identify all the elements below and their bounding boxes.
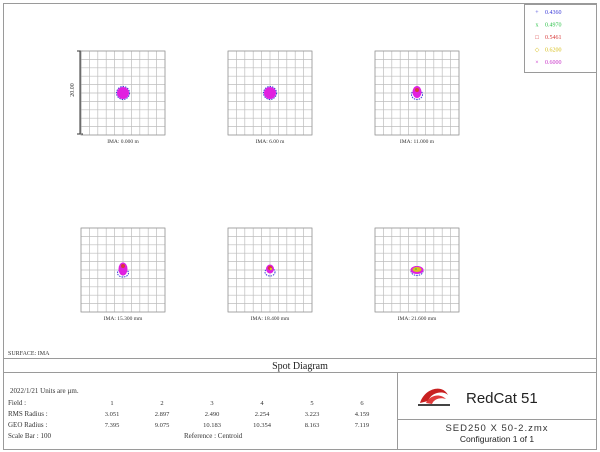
spot-blob [117,87,129,99]
spot-plot: IMA: 0.000 m [80,50,166,145]
legend-label: 0.6000 [545,60,562,66]
legend-box [524,4,597,73]
reference-text: Reference : Centroid [184,432,243,440]
spot-plot: IMA: 15.300 mm [80,227,166,322]
legend-label: 0.5461 [545,35,562,41]
spot-core [415,268,417,270]
spot-frame [80,227,166,313]
footer-title: Spot Diagram [272,361,328,372]
spot-blob [118,262,128,276]
spot-ring [117,268,129,278]
spot-frame [374,50,460,136]
geo-value: 7.119 [355,422,369,429]
spot-ima-label: IMA: 18.400 mm [251,316,290,322]
spot-frame [227,50,313,136]
brand-name: RedCat 51 [466,390,538,407]
spot-ring [411,89,423,100]
spot-frame [227,227,313,313]
field-number: 3 [210,400,213,407]
rms-value: 3.223 [305,411,320,418]
field-number: 2 [160,400,163,407]
spot-core [121,264,125,268]
rms-value: 4.159 [355,411,370,418]
legend: +0.4360 x 0.4970 □ 0.5461 ◇ 0.6200 × 0.6000 [524,4,597,73]
spot-ima-label: IMA: 21.600 mm [398,316,437,322]
legend-symbol: ◇ [535,48,540,54]
spot-frame [80,50,166,136]
rms-value: 2.490 [205,411,220,418]
spot-frame [374,227,460,313]
field-number: 4 [260,400,264,407]
field-label: Field : [8,399,26,407]
spot-ring [263,86,277,100]
rms-label: RMS Radius : [8,410,48,418]
rms-value: 3.051 [105,411,120,418]
geo-value: 10.183 [203,422,221,429]
file-name: SED250 X 50-2.zmx [445,423,548,434]
spot-ima-label: IMA: 0.000 m [107,139,139,145]
outer-frame [3,3,597,450]
rms-value: 2.897 [155,411,170,418]
legend-symbol: □ [535,35,539,41]
rms-value: 2.254 [255,411,270,418]
geo-label: GEO Radius : [8,421,47,429]
spot-core [269,267,273,271]
spot-plot: IMA: 11.000 m [374,50,460,145]
legend-label: 0.4970 [545,23,562,29]
field-number: 6 [360,400,364,407]
legend-label: 0.4360 [545,10,562,16]
field-number: 1 [110,400,113,407]
legend-symbol: x [536,23,539,29]
spot-plot: IMA: 6.00 m [227,50,313,145]
scale-bar-label: 20.00 [70,83,76,97]
geo-value: 7.395 [105,422,120,429]
spot-plots: IMA: 0.000 m IMA: 6.00 m IMA: 11.000 m IMA:… [80,50,460,322]
geo-value: 10.354 [253,422,272,429]
spot-ring [116,86,130,100]
spot-ima-label: IMA: 15.300 mm [104,316,143,322]
date-units: 2022/1/21 Units are µm. [10,387,79,395]
geo-value: 9.075 [155,422,170,429]
geo-value: 8.163 [305,422,320,429]
spot-plot: IMA: 18.400 mm [227,227,313,322]
spot-core [412,267,422,272]
spot-blob [264,87,276,99]
surface-label: SURFACE: IMA [8,351,50,357]
spot-grid [374,227,460,313]
footer: Spot Diagram 2022/1/21 Units are µm. Fie… [3,358,597,450]
spot-ima-label: IMA: 6.00 m [256,139,286,145]
spot-core [415,88,419,92]
spot-ima-label: IMA: 11.000 m [400,139,435,145]
field-number: 5 [310,400,313,407]
scale-bar-text: Scale Bar : 100 [8,432,51,440]
redcat-logo [418,388,450,406]
legend-label: 0.6200 [545,48,562,54]
legend-symbol: × [535,60,538,66]
legend-symbol: + [535,10,539,16]
configuration: Configuration 1 of 1 [460,434,534,444]
spot-plot: IMA: 21.600 mm [374,227,460,322]
